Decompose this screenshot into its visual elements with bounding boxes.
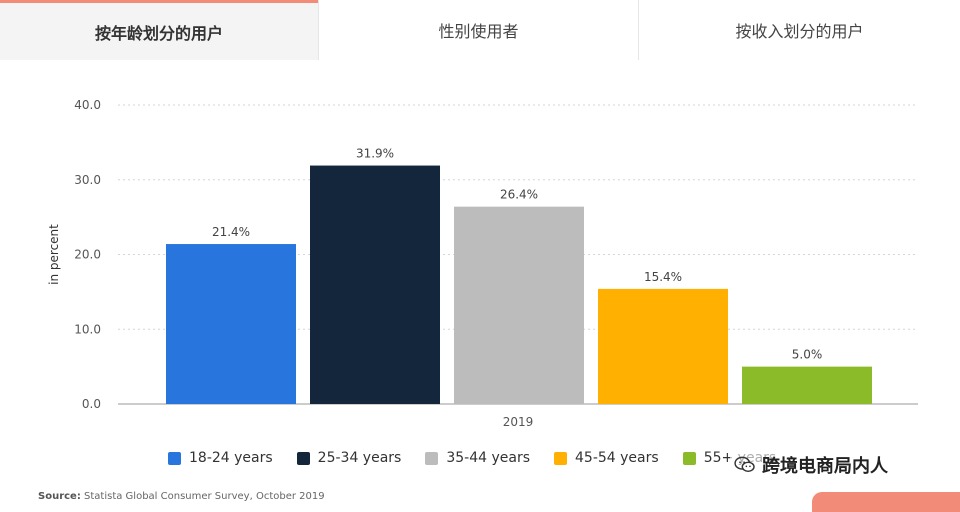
legend-swatch bbox=[682, 451, 696, 465]
watermark: 跨境电商局内人 bbox=[730, 452, 892, 478]
bar bbox=[598, 288, 728, 404]
corner-action-button[interactable] bbox=[812, 492, 960, 512]
legend-label: 35-44 years bbox=[446, 450, 531, 466]
bar bbox=[454, 206, 584, 404]
legend-swatch bbox=[425, 451, 439, 465]
y-tick-label: 40.0 bbox=[74, 98, 101, 112]
legend-label: 18-24 years bbox=[189, 450, 273, 466]
source-text: Statista Global Consumer Survey, October… bbox=[80, 491, 325, 502]
data-label: 31.9% bbox=[356, 147, 394, 161]
legend-item[interactable]: 25-34 years bbox=[296, 450, 402, 466]
bar bbox=[310, 165, 440, 404]
bar-chart: 0.0 10.0 20.0 30.0 40.0 in percent 21.4% 31.9% 2… bbox=[47, 98, 918, 429]
legend-label: 25-34 years bbox=[317, 450, 402, 466]
data-label: 15.4% bbox=[644, 270, 682, 284]
legend-swatch bbox=[168, 451, 181, 465]
legend-item[interactable]: 18-24 years bbox=[168, 450, 273, 466]
y-tick-label: 20.0 bbox=[74, 248, 101, 262]
bar bbox=[742, 366, 872, 404]
legend-item[interactable]: 35-44 years bbox=[425, 450, 530, 466]
y-tick-label: 30.0 bbox=[74, 173, 101, 187]
tab-users-by-income[interactable]: 按收入划分的用户 bbox=[638, 0, 960, 60]
y-tick-label: 10.0 bbox=[74, 322, 101, 336]
tab-users-by-age[interactable]: 按年龄划分的用户 bbox=[0, 0, 318, 60]
x-category-label: 2019 bbox=[503, 415, 534, 429]
tab-bar: 按年龄划分的用户 性别使用者 按收入划分的用户 bbox=[0, 0, 960, 60]
legend-item[interactable]: 45-54 years bbox=[554, 450, 659, 466]
watermark-text: 跨境电商局内人 bbox=[762, 456, 888, 477]
source-note: Source: Statista Global Consumer Survey,… bbox=[38, 491, 325, 502]
legend-swatch bbox=[554, 451, 568, 465]
data-label: 5.0% bbox=[792, 348, 823, 362]
data-label: 21.4% bbox=[212, 225, 250, 239]
bar bbox=[166, 244, 296, 404]
legend-swatch bbox=[296, 451, 310, 465]
source-prefix: Source: bbox=[38, 491, 81, 502]
y-axis-label: in percent bbox=[47, 224, 61, 285]
chart-legend: 18-24 years 25-34 years 35-44 years 45-5… bbox=[168, 450, 800, 466]
legend-label: 45-54 years bbox=[575, 450, 659, 466]
wechat-icon bbox=[734, 456, 755, 473]
data-label: 26.4% bbox=[500, 188, 538, 202]
y-tick-label: 0.0 bbox=[82, 397, 101, 411]
tab-users-by-gender[interactable]: 性别使用者 bbox=[318, 0, 638, 60]
